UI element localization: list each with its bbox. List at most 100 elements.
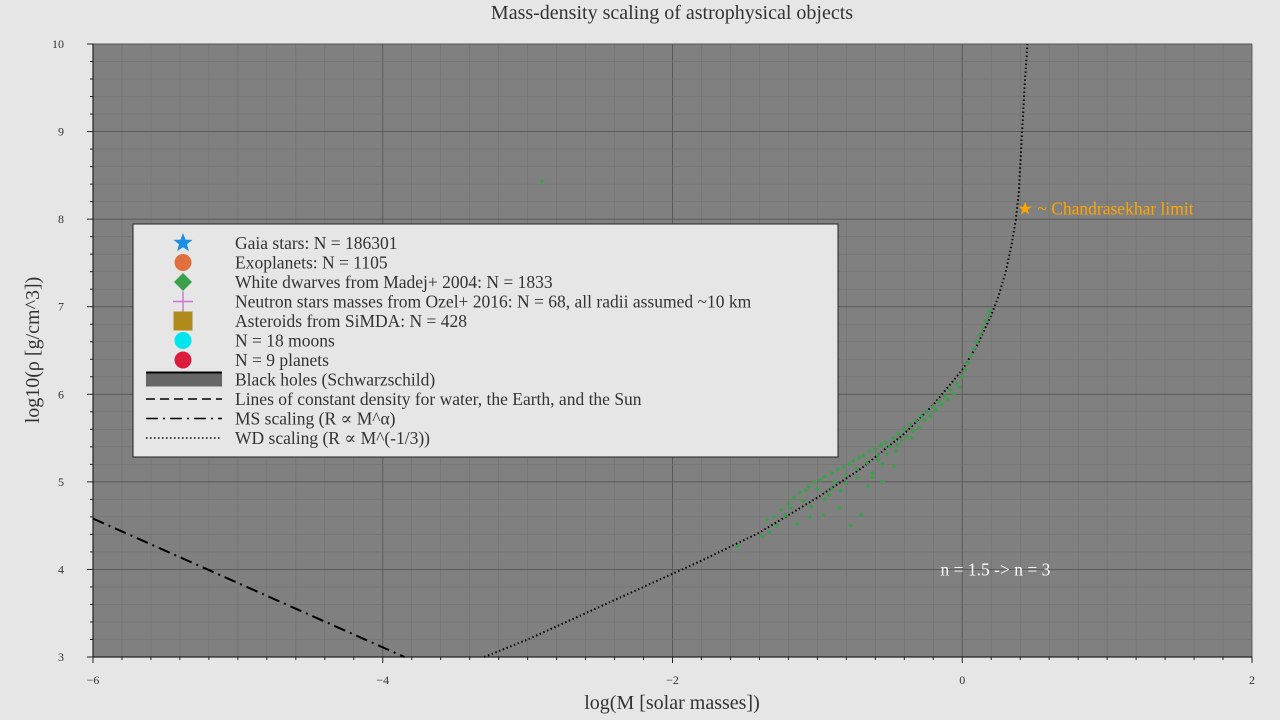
x-axis-label: log(M [solar masses]): [584, 692, 760, 714]
white-dwarf-point: [870, 470, 875, 476]
white-dwarf-point: [913, 418, 919, 423]
x-tick-label: 0: [959, 673, 965, 687]
white-dwarf-point: [829, 470, 835, 476]
white-dwarf-point: [891, 463, 897, 469]
legend-entry: MS scaling (R ∝ M^α): [146, 409, 396, 429]
white-dwarf-point: [836, 505, 842, 511]
x-tick-label: −6: [87, 673, 100, 687]
white-dwarf-point: [916, 425, 922, 430]
white-dwarf-point: [846, 461, 852, 467]
y-tick-label: 8: [58, 212, 64, 226]
legend-label: Asteroids from SiMDA: N = 428: [235, 311, 467, 331]
white-dwarf-point: [778, 507, 784, 513]
square-icon: [173, 311, 193, 331]
white-dwarf-point: [812, 479, 817, 485]
legend-entry: WD scaling (R ∝ M^(-1/3)): [146, 428, 430, 448]
white-dwarf-point: [980, 325, 985, 331]
white-dwarf-point: [977, 332, 983, 338]
white-dwarf-point: [841, 464, 846, 470]
white-dwarf-point: [788, 505, 794, 511]
white-dwarf-point: [858, 512, 864, 518]
circle-icon: [174, 254, 192, 271]
white-dwarf-point: [822, 496, 828, 502]
white-dwarf-point: [948, 387, 954, 393]
white-dwarf-point: [867, 448, 872, 454]
white-dwarf-point: [925, 409, 930, 415]
white-dwarf-point: [759, 533, 765, 539]
white-dwarf-point: [539, 179, 545, 184]
white-dwarf-point: [809, 503, 814, 509]
white-dwarf-point: [875, 457, 881, 463]
annotations: ★ ~ Chandrasekhar limit n = 1.5 -> n = 3: [941, 199, 1194, 580]
white-dwarf-point: [794, 521, 800, 527]
white-dwarf-point: [983, 318, 988, 324]
white-dwarf-point: [820, 512, 826, 518]
white-dwarf-point: [933, 407, 939, 413]
white-dwarf-point: [968, 353, 974, 359]
white-dwarf-point: [910, 428, 916, 434]
white-dwarf-point: [829, 486, 835, 492]
white-dwarf-point: [861, 453, 867, 458]
wd-scaling-line: [483, 43, 1029, 658]
legend-label: N = 9 planets: [235, 350, 329, 370]
y-tick-label: 4: [58, 562, 64, 576]
white-dwarf-point: [803, 488, 809, 494]
white-dwarf-point: [896, 431, 901, 437]
white-dwarf-point: [826, 492, 832, 498]
white-dwarf-point: [875, 453, 881, 458]
white-dwarf-point: [870, 475, 875, 480]
series-lines: [92, 43, 1029, 658]
white-dwarf-point: [893, 448, 899, 454]
legend-entry: N = 9 planets: [174, 350, 329, 370]
y-axis-label: log10(ρ [g/cm^3]): [22, 277, 44, 424]
legend-entry: Exoplanets: N = 1105: [174, 253, 388, 273]
y-tick-label: 10: [52, 37, 64, 51]
white-dwarf-point: [907, 422, 913, 428]
white-dwarf-point: [936, 398, 942, 404]
white-dwarf-point: [764, 517, 770, 522]
legend-entry: N = 18 moons: [174, 331, 335, 351]
white-dwarf-point: [814, 486, 820, 492]
legend-label: White dwarves from Madej+ 2004: N = 1833: [235, 272, 553, 292]
y-tick-label: 9: [58, 125, 64, 139]
white-dwarf-point: [930, 404, 936, 409]
white-dwarf-point: [904, 433, 910, 439]
white-dwarf-point: [954, 381, 959, 387]
legend-label: Exoplanets: N = 1105: [235, 253, 388, 273]
legend-entry: Neutron stars masses from Ozel+ 2016: N …: [173, 291, 752, 312]
white-dwarf-point: [817, 477, 823, 483]
white-dwarf-point: [987, 308, 993, 314]
white-dwarf-point: [909, 435, 914, 441]
white-dwarf-point: [959, 374, 965, 380]
legend-label: Gaia stars: N = 186301: [235, 233, 397, 253]
white-dwarf-point: [945, 397, 951, 402]
chart-title: Mass-density scaling of astrophysical ob…: [491, 2, 853, 24]
legend-label: Black holes (Schwarzschild): [235, 370, 435, 390]
white-dwarf-point: [800, 498, 806, 504]
white-dwarf-point: [807, 514, 813, 520]
white-dwarf-point: [865, 483, 871, 489]
legend-entry: Asteroids from SiMDA: N = 428: [173, 311, 467, 331]
white-dwarf-point: [884, 451, 890, 457]
white-dwarf-point: [791, 495, 797, 501]
white-dwarf-point: [843, 481, 849, 487]
white-dwarf-point: [951, 391, 956, 397]
y-tick-label: 6: [58, 387, 64, 401]
white-dwarf-point: [942, 393, 948, 399]
legend-box: [132, 223, 839, 458]
white-dwarf-point: [894, 442, 900, 448]
white-dwarf-point: [864, 460, 870, 465]
white-dwarf-point: [883, 440, 888, 445]
y-tick-label: 7: [58, 300, 64, 314]
white-dwarf-point: [848, 523, 854, 529]
legend-entry: Lines of constant density for water, the…: [146, 389, 642, 409]
diamond-icon: [174, 273, 192, 291]
white-dwarf-point: [822, 474, 828, 480]
white-dwarf-point: [939, 402, 945, 408]
white-dwarf-point: [901, 426, 907, 432]
legend-label: MS scaling (R ∝ M^α): [235, 409, 396, 429]
white-dwarf-point: [838, 488, 843, 494]
white-dwarf-point: [835, 467, 841, 472]
axes: −6 −4 −2 0 2 3 4 5 6 7 8 9 10: [52, 37, 1255, 687]
